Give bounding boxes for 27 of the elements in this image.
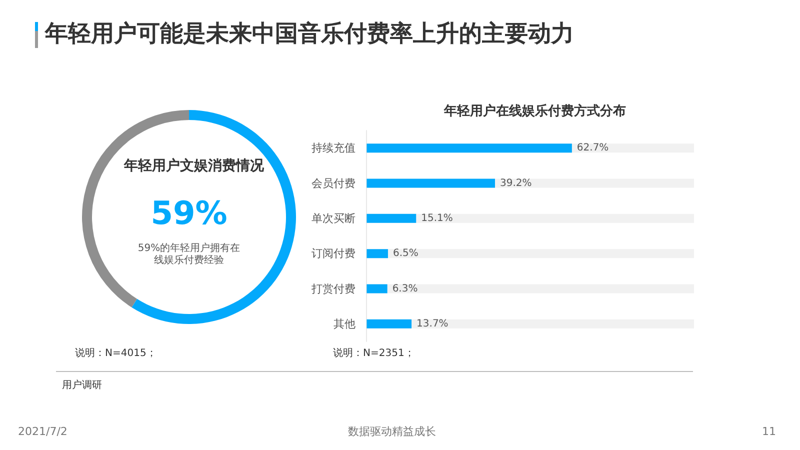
data-label: 13.7% <box>416 318 448 330</box>
y-tick-label: 会员付费 <box>312 176 356 190</box>
y-tick-label: 其他 <box>334 317 356 330</box>
text: 2021/7/2 <box>18 425 68 438</box>
y-tick-label: 持续充值 <box>312 142 356 155</box>
data-label: 62.7% <box>576 142 609 154</box>
text: 用户调研 <box>62 380 102 392</box>
text: 数据驱动精益成长 <box>348 425 436 438</box>
data-label: 59% <box>150 194 228 232</box>
chart-title: 年轻用户在线娱乐付费方式分布 <box>443 103 626 119</box>
data-label: 39.2% <box>500 178 532 189</box>
data-label: 15.1% <box>421 212 453 224</box>
text: 年轻用户可能是未来中国音乐付费率上升的主要动力 <box>45 21 574 49</box>
text: 说明：N=4015； <box>75 348 156 360</box>
y-tick-label: 打赏付费 <box>310 282 356 296</box>
text: 说明：N=2351； <box>333 348 414 360</box>
y-tick-label: 订阅付费 <box>312 247 356 260</box>
bar <box>366 214 416 223</box>
y-tick-label: 单次买断 <box>312 212 356 225</box>
bar <box>366 284 388 294</box>
bar <box>366 249 388 258</box>
data-label: 6.3% <box>392 283 418 294</box>
bar <box>366 319 412 328</box>
text: 59%的年轻用户拥有在线娱乐付费经验 <box>136 243 242 267</box>
text: 11 <box>762 425 776 438</box>
text: 年轻用户文娱消费情况 <box>123 157 265 174</box>
data-label: 6.5% <box>392 248 418 260</box>
